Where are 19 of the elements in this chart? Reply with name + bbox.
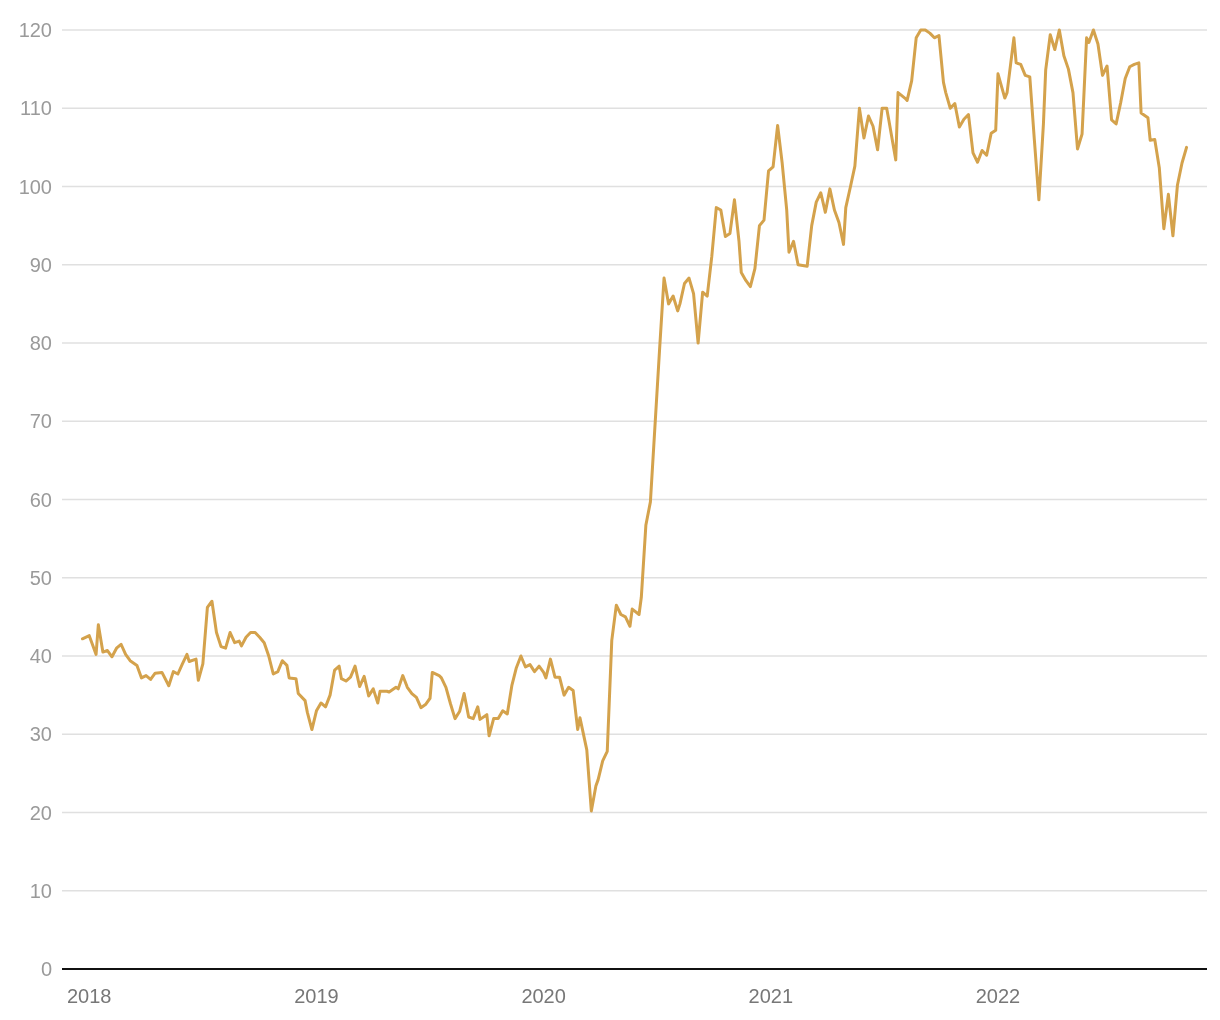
y-tick-label: 0 <box>40 958 52 980</box>
x-tick-label: 2020 <box>521 985 566 1007</box>
y-tick-label: 110 <box>20 97 52 120</box>
x-tick-label: 2022 <box>975 985 1021 1007</box>
y-tick-label: 30 <box>29 723 52 746</box>
y-tick-label: 70 <box>29 410 52 433</box>
y-tick-label: 20 <box>29 801 52 824</box>
y-tick-label: 60 <box>29 488 52 511</box>
y-tick-label: 10 <box>29 879 52 902</box>
y-tick-label: 80 <box>29 332 52 354</box>
y-tick-label: 120 <box>18 19 52 41</box>
y-tick-label: 90 <box>29 253 52 276</box>
y-tick-label: 50 <box>29 566 52 589</box>
y-tick-label: 40 <box>29 645 52 667</box>
x-tick-label: 2019 <box>294 985 339 1007</box>
x-tick-label: 2021 <box>748 985 794 1007</box>
x-tick-label: 2018 <box>67 985 112 1007</box>
y-tick-label: 100 <box>18 175 52 198</box>
line-series <box>80 28 1189 813</box>
